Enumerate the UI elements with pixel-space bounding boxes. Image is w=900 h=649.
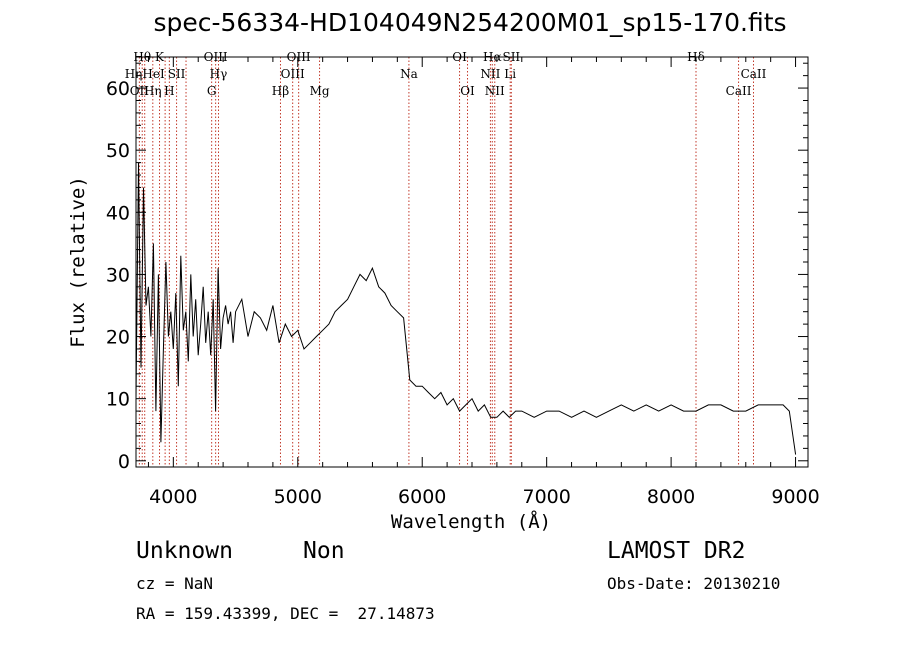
coordinates-label: RA = 159.43399, DEC = 27.14873: [136, 604, 435, 623]
subclass-label: Non: [303, 538, 345, 564]
y-tick-label: 10: [106, 389, 130, 411]
obs-date-label: Obs-Date: 20130210: [607, 574, 781, 593]
emission-line-label: G: [207, 84, 217, 98]
emission-line-label: NII: [480, 67, 500, 81]
x-tick-label: 5000: [274, 486, 322, 508]
emission-line-label: OI: [460, 84, 475, 98]
emission-line-label: OII: [130, 84, 150, 98]
emission-line-label: Mg: [310, 84, 330, 98]
emission-line-label: Hη: [144, 84, 162, 98]
emission-line-label: CaII: [726, 84, 752, 98]
y-tick-label: 20: [106, 327, 130, 349]
emission-line-label: Na: [400, 67, 418, 81]
emission-line-label: HηHeI: [125, 67, 165, 81]
x-axis-label: Wavelength (Å): [391, 510, 551, 533]
axis-ticks: 4000 5000 6000 7000 8000 9000 0 10 20 30 40 50 60: [106, 57, 820, 508]
x-tick-label: 8000: [647, 486, 695, 508]
survey-label: LAMOST DR2: [607, 538, 746, 564]
emission-line-label: Hγ: [210, 67, 228, 81]
x-tick-label: 9000: [771, 486, 819, 508]
x-tick-label: 7000: [522, 486, 570, 508]
y-tick-label: 0: [118, 451, 130, 473]
y-tick-label: 50: [106, 140, 130, 162]
redshift-label: cz = NaN: [136, 574, 214, 593]
emission-line-markers: [138, 57, 754, 467]
x-tick-label: 6000: [398, 486, 446, 508]
y-tick-label: 30: [106, 264, 130, 286]
emission-line-label: NII: [485, 84, 505, 98]
y-axis-label: Flux (relative): [67, 176, 89, 348]
emission-line-label: H: [164, 84, 174, 98]
y-tick-label: 40: [106, 202, 130, 224]
spectrum-line: [135, 162, 797, 455]
emission-line-label: Li: [504, 67, 516, 81]
class-label: Unknown: [136, 538, 233, 564]
emission-line-label: CaII: [741, 67, 767, 81]
y-tick-label: 60: [106, 78, 130, 100]
x-tick-label: 4000: [149, 486, 197, 508]
emission-line-label: Hβ: [272, 84, 289, 98]
chart-title: spec-56334-HD104049N254200M01_sp15-170.f…: [153, 8, 786, 37]
emission-line-label: SII: [168, 67, 186, 81]
emission-line-label: OIII: [281, 67, 305, 81]
